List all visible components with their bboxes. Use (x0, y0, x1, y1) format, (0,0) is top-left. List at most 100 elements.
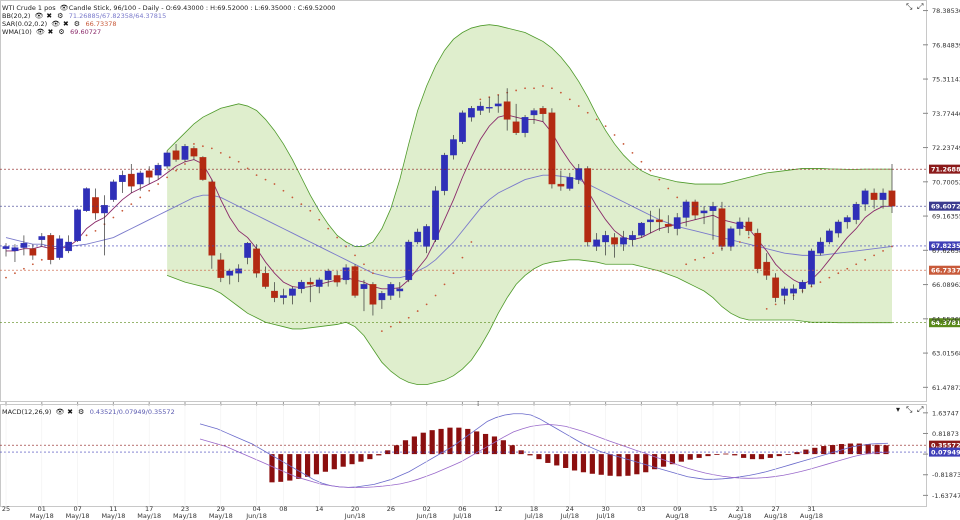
candle-body (799, 281, 806, 289)
bb-label: BB(20,2) (2, 12, 31, 20)
eye-icon[interactable]: 👁 (34, 12, 44, 20)
wma-line (6, 114, 892, 290)
sar-dot (139, 196, 142, 199)
macd-line (199, 413, 889, 488)
price-axis-label: 75.31143 (932, 76, 960, 84)
gear-icon[interactable]: ⚙ (57, 12, 64, 20)
candle-body (494, 103, 502, 107)
close-icon[interactable]: ✖ (67, 408, 73, 416)
date-label-month: Jun/18 (344, 512, 366, 520)
candle-body (459, 112, 466, 142)
candle-body (432, 190, 439, 240)
macd-panel-frame (0, 404, 927, 507)
macd-histogram-bar (785, 454, 791, 455)
date-label-day: 01 (38, 505, 46, 513)
macd-histogram-bar (883, 445, 889, 455)
date-axis: 25 01May/1807May/1811May/1817May/1823May/… (2, 402, 823, 520)
expand-icon[interactable]: ⤢ (917, 2, 924, 11)
sar-dot (166, 176, 168, 179)
date-label-month: Jul/18 (560, 512, 579, 520)
close-icon[interactable]: ✖ (62, 20, 69, 28)
candle-body (396, 288, 404, 292)
bollinger-band (166, 24, 892, 386)
candle-body (593, 239, 601, 247)
sar-dot (372, 272, 374, 275)
collapse-icon[interactable]: ⤡ (906, 2, 913, 11)
wma-label: WMA(10) (2, 28, 32, 36)
macd-signal-line (199, 423, 889, 489)
candle-body (539, 108, 547, 115)
wma-header: WMA(10) 👁 ✖ ⚙ 69.60727 (2, 28, 101, 36)
price-tag-lines: 71.26885 69.60727 67.82358 66.73378 64.37815 (0, 164, 960, 328)
macd-histogram-bar (847, 443, 854, 455)
eye-icon[interactable]: 👁 (35, 28, 45, 36)
sar-dot (443, 283, 446, 286)
sar-dot (148, 189, 151, 192)
sar-dot (237, 160, 240, 163)
sar-dot (595, 118, 598, 121)
gear-icon[interactable]: ⚙ (73, 20, 81, 28)
price-axis-label: 73.77446 (932, 110, 960, 118)
candle-body (289, 288, 296, 296)
sar-dot (5, 276, 7, 279)
candle-body (378, 293, 386, 301)
eye-icon[interactable]: 👁 (59, 4, 69, 12)
close-icon[interactable]: ✖ (46, 12, 53, 20)
candle-body (736, 221, 744, 229)
candle-body (20, 242, 28, 248)
macd-histogram-bar (545, 454, 551, 463)
date-label-month: Jun/18 (245, 512, 267, 520)
macd-label: MACD(12,26,9) (2, 408, 52, 416)
candle-body (620, 237, 627, 245)
collapse-icon[interactable]: ⤡ (906, 405, 913, 414)
sar-dot (121, 209, 124, 212)
macd-histogram-bar (402, 440, 409, 455)
sar-dot (613, 134, 616, 136)
sar-dot (336, 236, 339, 239)
candle-body (476, 105, 484, 111)
candle-info: Candle Stick, 96/100 - Daily - O:69.4300… (68, 4, 336, 12)
macd-histogram-bar (465, 428, 471, 455)
gear-icon[interactable]: ⚙ (58, 28, 65, 36)
expand-icon[interactable]: ⤢ (917, 405, 924, 414)
macd-histogram-bar (812, 447, 818, 455)
candle-body (530, 110, 538, 116)
macd-histogram-bar (367, 454, 373, 460)
macd-histogram-bar (527, 454, 533, 456)
close-icon[interactable]: ✖ (47, 28, 54, 36)
candle-body (145, 170, 153, 178)
candle-body (602, 235, 609, 243)
macd-histogram-bar (420, 432, 426, 455)
sar-dot (130, 203, 133, 206)
macd-histogram-bar (474, 431, 480, 455)
sar-dot (354, 254, 356, 257)
move-down-icon[interactable]: ▾ (896, 405, 901, 414)
macd-histogram-bar (482, 433, 489, 455)
instrument-name: WTI Crude 1 pos (2, 4, 56, 12)
date-label-day: 14 (315, 505, 323, 513)
macd-histogram-bar (776, 454, 782, 457)
price-level-tag-text: 67.82358 (931, 242, 960, 250)
date-label-month: Aug/18 (800, 512, 823, 520)
candle-body (118, 174, 126, 182)
macd-histogram-bar (554, 454, 560, 466)
gear-icon[interactable]: ⚙ (77, 408, 85, 416)
eye-icon[interactable]: 👁 (55, 408, 65, 416)
candle-body (441, 154, 448, 191)
sar-dot (864, 258, 867, 261)
candles[interactable] (2, 88, 896, 316)
candle-body (611, 237, 618, 245)
panel-splitter-handle[interactable]: ⁞ (477, 400, 480, 408)
candle-body (235, 268, 243, 274)
macd-histogram-bar (536, 454, 542, 460)
macd-axis-label: 1.63747 (932, 409, 959, 417)
candle-body (360, 284, 368, 289)
candle-body (450, 139, 457, 156)
macd-histogram-bar (723, 453, 729, 455)
candle-body (306, 281, 314, 285)
eye-icon[interactable]: 👁 (51, 20, 61, 28)
candle-body (754, 232, 762, 269)
candle-body (92, 197, 99, 214)
sma-line (5, 174, 893, 279)
sar-header: SAR(0.02,0.2) 👁 ✖ ⚙ 66.73378 (2, 20, 117, 28)
